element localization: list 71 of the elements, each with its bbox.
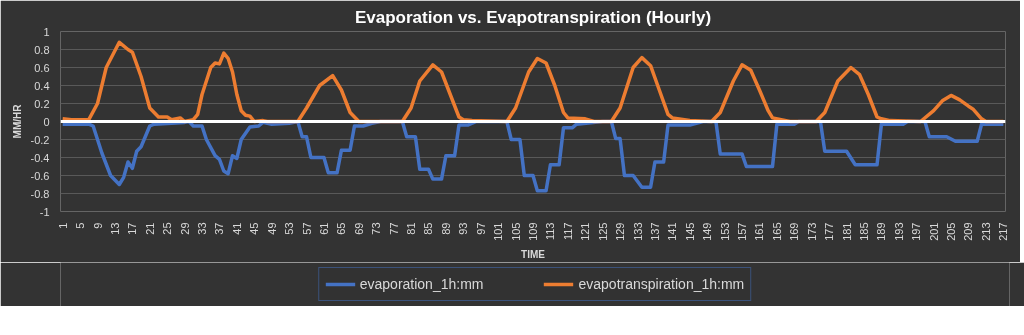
- x-tick-label: 97: [474, 222, 487, 235]
- x-tick-label: 205: [945, 222, 958, 241]
- x-tick-label: 21: [143, 222, 156, 235]
- x-tick-label: 125: [596, 222, 609, 241]
- y-tick-label: -0.6: [30, 169, 50, 182]
- x-tick-label: 69: [352, 222, 365, 235]
- x-tick-label: 193: [892, 222, 905, 241]
- x-tick-label: 145: [683, 222, 696, 241]
- x-tick-label: 197: [910, 222, 923, 241]
- x-tick-label: 101: [492, 222, 505, 241]
- x-tick-label: 157: [736, 222, 749, 241]
- x-tick-label: 29: [178, 222, 191, 235]
- x-tick-label: 1: [56, 222, 69, 229]
- x-tick-label: 149: [701, 222, 714, 241]
- x-tick-label: 137: [648, 222, 661, 241]
- x-tick-label: 13: [108, 222, 121, 235]
- x-tick-label: 133: [631, 222, 644, 241]
- x-tick-label: 41: [230, 222, 243, 235]
- x-tick-label: 57: [300, 222, 313, 235]
- x-tick-label: 117: [561, 222, 574, 241]
- y-tick-label: 0.2: [34, 97, 50, 110]
- x-tick-label: 65: [335, 222, 348, 235]
- y-tick-label: 0.8: [34, 43, 50, 56]
- x-tick-label: 177: [823, 222, 836, 241]
- x-tick-label: 113: [544, 222, 557, 241]
- x-tick-label: 93: [457, 222, 470, 235]
- x-axis-title: TIME: [521, 248, 546, 260]
- x-tick-label: 25: [161, 222, 174, 235]
- y-tick-label: 0.6: [34, 61, 50, 74]
- x-tick-label: 33: [196, 222, 209, 235]
- y-tick-label: -0.2: [30, 133, 50, 146]
- x-tick-label: 73: [370, 222, 383, 235]
- y-tick-label: 1: [43, 25, 50, 38]
- x-tick-label: 5: [74, 222, 87, 229]
- x-tick-label: 85: [422, 222, 435, 235]
- x-tick-label: 89: [439, 222, 452, 235]
- x-tick-label: 201: [927, 222, 940, 241]
- chart-title: Evaporation vs. Evapotranspiration (Hourly): [354, 7, 712, 27]
- x-tick-label: 53: [283, 222, 296, 235]
- legend-label: evapotranspiration_1h:mm: [578, 276, 745, 292]
- y-tick-label: -1: [39, 205, 50, 218]
- y-tick-label: -0.8: [30, 187, 50, 200]
- x-tick-label: 45: [248, 222, 261, 235]
- x-tick-label: 169: [788, 222, 801, 241]
- x-tick-label: 165: [770, 222, 783, 241]
- x-tick-label: 173: [805, 222, 818, 241]
- x-tick-label: 105: [509, 222, 522, 241]
- x-tick-label: 141: [666, 222, 679, 241]
- x-tick-label: 49: [265, 222, 278, 235]
- y-axis-title: MM/HR: [11, 103, 23, 139]
- x-tick-label: 109: [527, 222, 539, 241]
- x-tick-label: 61: [317, 222, 330, 235]
- x-tick-label: 213: [979, 222, 992, 241]
- x-tick-label: 81: [405, 222, 418, 235]
- y-tick-label: 0.4: [34, 79, 50, 92]
- legend-label: evaporation_1h:mm: [359, 276, 484, 292]
- x-tick-label: 77: [387, 222, 400, 235]
- x-tick-label: 189: [875, 222, 888, 241]
- x-tick-label: 37: [213, 222, 226, 235]
- x-tick-label: 161: [753, 222, 766, 241]
- x-tick-label: 185: [857, 222, 870, 241]
- y-tick-label: 0: [43, 115, 50, 128]
- x-tick-label: 9: [91, 222, 104, 229]
- x-tick-label: 209: [962, 222, 975, 241]
- x-tick-label: 17: [126, 222, 139, 235]
- y-tick-label: -0.4: [30, 151, 50, 164]
- x-tick-label: 217: [997, 222, 1010, 241]
- x-tick-label: 181: [840, 222, 853, 241]
- x-tick-label: 153: [718, 222, 731, 241]
- x-tick-label: 121: [579, 222, 592, 241]
- x-tick-label: 129: [614, 222, 627, 241]
